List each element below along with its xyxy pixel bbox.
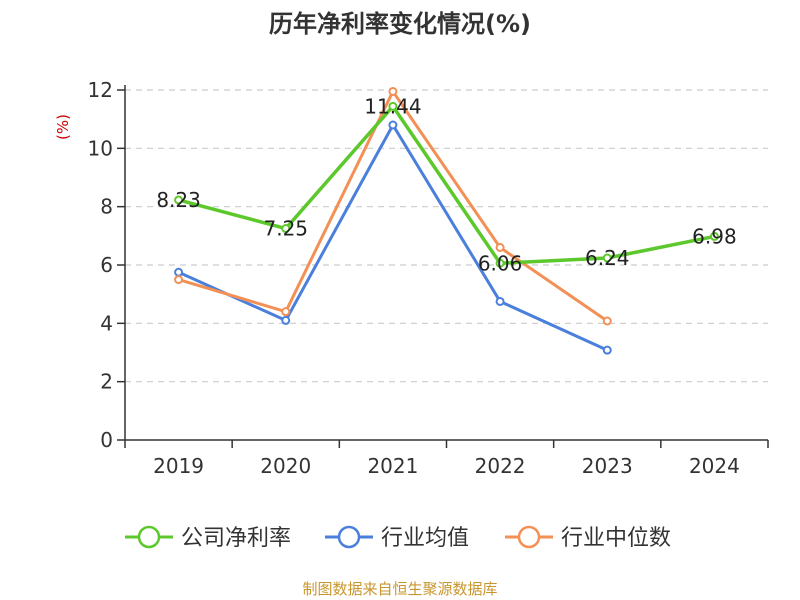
series-0: [174, 101, 719, 268]
y-tick-label: 2: [100, 370, 113, 394]
data-point: [602, 253, 612, 263]
data-label: 8.23: [156, 188, 201, 212]
data-point: [388, 120, 398, 130]
data-point: [281, 307, 291, 317]
legend-marker-icon: [337, 525, 361, 549]
x-tick-label: 2024: [689, 454, 740, 478]
chart-title: 历年净利率变化情况(%): [269, 10, 531, 38]
legend-marker-icon: [137, 525, 161, 549]
legend-marker-icon: [517, 525, 541, 549]
series-2: [174, 86, 612, 326]
data-label: 7.25: [263, 217, 308, 241]
data-point: [281, 315, 291, 325]
legend-item-1[interactable]: 行业均值: [325, 525, 469, 551]
series-1: [174, 120, 612, 355]
series-line: [178, 104, 715, 265]
legend-item-2[interactable]: 行业中位数: [505, 525, 671, 551]
source-note: 制图数据来自恒生聚源数据库: [302, 580, 497, 598]
y-tick-label: 0: [100, 428, 113, 452]
data-point: [602, 316, 612, 326]
y-tick-label: 12: [88, 78, 113, 102]
y-tick-label: 6: [100, 253, 113, 277]
data-point: [388, 101, 398, 111]
data-point: [602, 345, 612, 355]
data-point: [174, 195, 184, 205]
data-point: [174, 275, 184, 285]
data-point: [709, 231, 719, 241]
y-tick-label: 10: [88, 136, 113, 160]
data-point: [495, 258, 505, 268]
legend-label: 公司净利率: [181, 526, 291, 551]
data-point: [495, 243, 505, 252]
data-label: 11.44: [364, 94, 421, 118]
data-label: 6.06: [478, 251, 523, 275]
data-point: [174, 267, 184, 277]
data-labels: 8.23 7.25 11.44 6.06 6.24 6.98: [156, 94, 736, 275]
x-tick-label: 2020: [260, 454, 311, 478]
y-tick-label: 8: [100, 195, 113, 219]
y-axis-label: (%): [54, 114, 72, 140]
legend[interactable]: 公司净利率 行业均值 行业中位数: [125, 525, 671, 551]
x-tick-label: 2021: [367, 454, 418, 478]
legend-label: 行业中位数: [561, 526, 671, 551]
gridlines: [125, 89, 768, 383]
y-tick-label: 4: [100, 311, 113, 335]
axes: 0 2 4 6 8 10 12 2019 2020 2021 2022 2023 2024: [88, 78, 769, 478]
data-point: [495, 296, 505, 306]
data-point: [281, 224, 291, 234]
x-tick-label: 2019: [153, 454, 204, 478]
x-tick-label: 2022: [475, 454, 526, 478]
data-label: 6.24: [585, 246, 630, 270]
x-tick-label: 2023: [582, 454, 633, 478]
data-point: [388, 86, 398, 96]
series-line: [177, 123, 608, 352]
data-label: 6.98: [692, 224, 737, 248]
legend-item-0[interactable]: 公司净利率: [125, 525, 291, 551]
legend-label: 行业均值: [381, 526, 469, 551]
series-layer: [174, 86, 719, 355]
